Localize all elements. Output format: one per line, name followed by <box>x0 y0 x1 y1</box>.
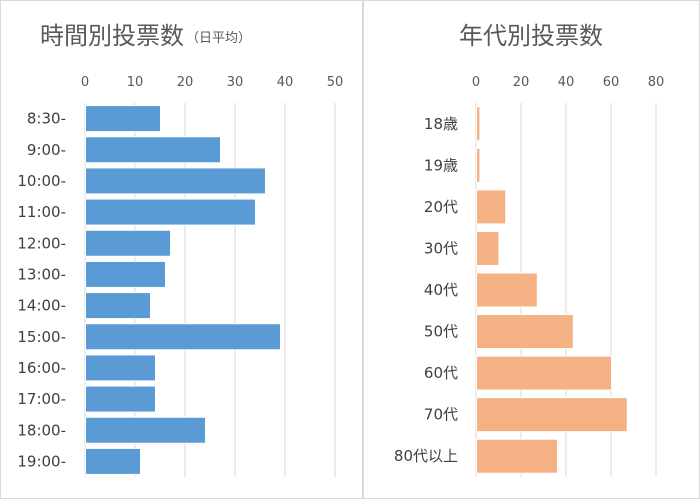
right-category-label: 20代 <box>424 198 458 216</box>
left-x-tick-label: 30 <box>227 75 244 90</box>
right-category-label: 40代 <box>424 281 458 299</box>
right-x-tick-label: 20 <box>513 75 530 90</box>
right-category-label: 50代 <box>424 323 458 341</box>
left-bar <box>85 447 141 475</box>
right-bar <box>476 355 612 391</box>
right-category-label: 30代 <box>424 239 458 257</box>
right-category-label: 18歳 <box>424 115 458 133</box>
left-chart-title-suffix: （日平均） <box>186 31 251 46</box>
left-category-label: 10:00- <box>17 172 66 190</box>
left-bar <box>85 105 161 133</box>
left-category-label: 17:00- <box>17 390 66 408</box>
left-bar <box>85 260 166 288</box>
left-category-label: 16:00- <box>17 359 66 377</box>
left-category-label: 8:30- <box>27 110 66 128</box>
right-bar <box>476 272 538 308</box>
right-bar <box>476 438 558 474</box>
left-bar <box>85 136 221 164</box>
left-bar <box>85 229 171 257</box>
right-plot: 0 20 40 60 80 18歳 19歳 20代 30代 40代 50代 60代 70代 80代以上 <box>394 75 664 477</box>
right-category-label: 19歳 <box>424 156 458 174</box>
left-chart-title: 時間別投票数 <box>40 22 184 50</box>
right-category-label: 70代 <box>424 406 458 424</box>
left-x-tick-label: 50 <box>327 75 344 90</box>
left-x-tick-label: 0 <box>81 75 89 90</box>
left-category-label: 19:00- <box>17 452 66 470</box>
left-x-tick-label: 10 <box>127 75 144 90</box>
left-plot: 0 10 20 30 40 50 8:30- 9:00- 10:00- 11:00- 12:00- 1… <box>17 75 343 477</box>
left-chart-panel <box>0 0 363 499</box>
right-x-tick-label: 0 <box>472 75 480 90</box>
right-x-tick-label: 60 <box>603 75 620 90</box>
left-bar <box>85 385 156 413</box>
right-chart-title: 年代別投票数 <box>459 22 603 50</box>
left-category-label: 14:00- <box>17 297 66 315</box>
left-x-tick-label: 20 <box>177 75 194 90</box>
right-bar <box>476 106 481 142</box>
right-category-label: 60代 <box>424 364 458 382</box>
left-category-label: 15:00- <box>17 328 66 346</box>
left-category-label: 12:00- <box>17 234 66 252</box>
left-category-label: 9:00- <box>27 141 66 159</box>
right-bar <box>476 230 500 266</box>
left-bar <box>85 198 256 226</box>
right-bar <box>476 147 481 183</box>
right-bar <box>476 314 574 350</box>
right-x-tick-label: 40 <box>558 75 575 90</box>
right-category-label: 80代以上 <box>394 447 458 465</box>
left-category-label: 11:00- <box>17 203 66 221</box>
left-bar <box>85 354 156 382</box>
left-category-label: 13:00- <box>17 265 66 283</box>
left-bar <box>85 416 206 444</box>
left-bar <box>85 323 281 351</box>
left-bar <box>85 167 266 195</box>
left-bar <box>85 292 151 320</box>
left-category-label: 18:00- <box>17 421 66 439</box>
right-bar <box>476 189 507 225</box>
right-bar <box>476 397 628 433</box>
right-x-tick-label: 80 <box>648 75 665 90</box>
left-x-tick-label: 40 <box>277 75 294 90</box>
